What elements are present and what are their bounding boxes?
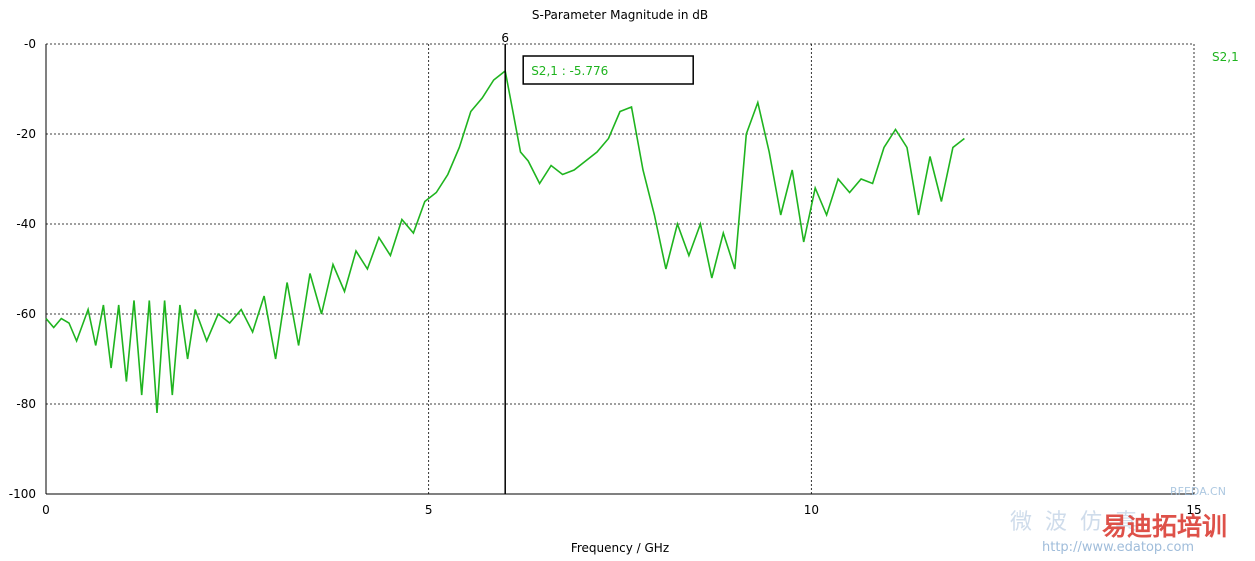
watermark-training: 易迪拓培训 bbox=[1102, 512, 1227, 541]
x-axis-label: Frequency / GHz bbox=[571, 541, 669, 555]
series-line-s21 bbox=[45, 69, 965, 414]
watermark-url: http://www.edatop.com bbox=[1042, 540, 1194, 555]
tick-labels: -0 -20 -40 -60 -80 -100 0 5 10 15 bbox=[9, 37, 1202, 517]
marker-readout-text: S2,1 : -5.776 bbox=[531, 64, 608, 78]
chart-title: S-Parameter Magnitude in dB bbox=[532, 8, 708, 22]
legend-entry-s21: S2,1 bbox=[1212, 50, 1239, 64]
x-tick-label: 10 bbox=[804, 503, 819, 517]
x-tick-label: 5 bbox=[425, 503, 433, 517]
marker-readout-box bbox=[522, 55, 694, 85]
marker-frequency-label: 6 bbox=[501, 31, 509, 45]
watermark: RFEDA.CN 微 波 仿 真 易迪拓培训 http://www.edatop… bbox=[1010, 485, 1227, 555]
y-tick-label: -0 bbox=[24, 37, 36, 51]
x-tick-label: 15 bbox=[1186, 503, 1201, 517]
y-tick-label: -60 bbox=[16, 307, 36, 321]
x-tick-label: 0 bbox=[42, 503, 50, 517]
watermark-cn: 微 波 仿 真 bbox=[1010, 510, 1140, 535]
y-tick-label: -80 bbox=[16, 397, 36, 411]
y-tick-label: -100 bbox=[9, 487, 36, 501]
y-tick-label: -20 bbox=[16, 127, 36, 141]
y-tick-label: -40 bbox=[16, 217, 36, 231]
grid-lines bbox=[46, 43, 1195, 494]
watermark-site: RFEDA.CN bbox=[1170, 485, 1226, 498]
frequency-marker[interactable]: 6 S2,1 : -5.776 bbox=[501, 31, 694, 494]
